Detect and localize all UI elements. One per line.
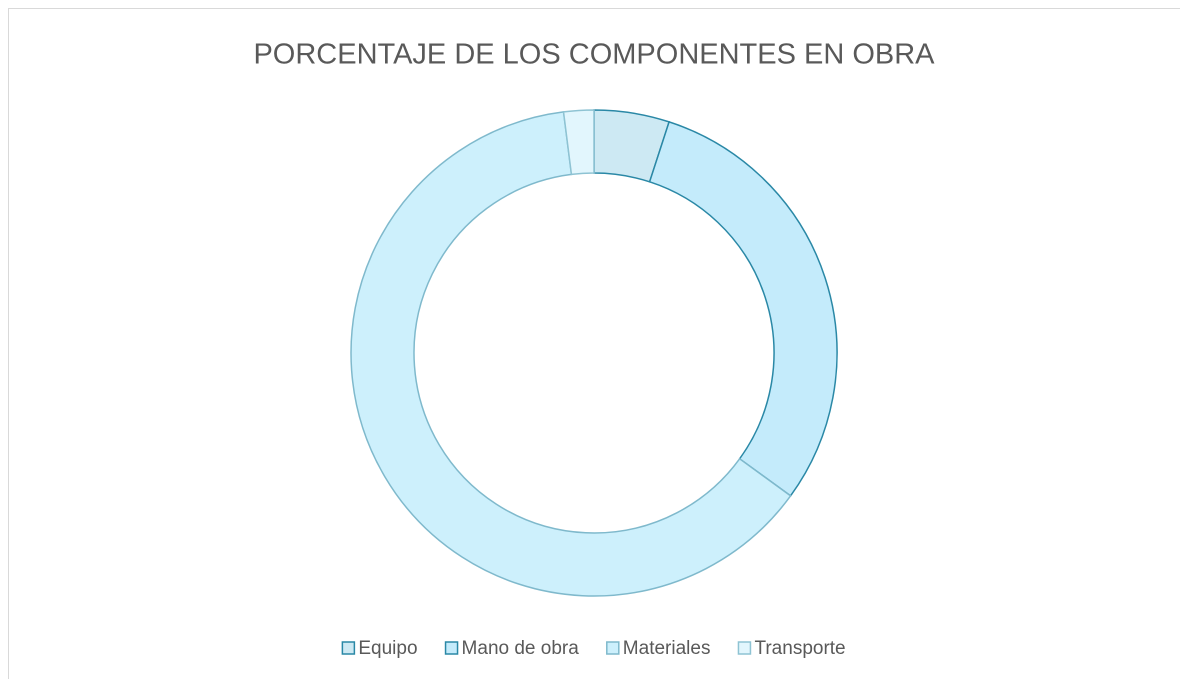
legend-label: Transporte [754, 638, 845, 659]
legend-label: Equipo [358, 638, 417, 659]
donut-segment [648, 120, 838, 497]
donut-segment [562, 109, 595, 176]
legend-swatch [737, 641, 752, 655]
legend-swatch [444, 641, 459, 655]
legend-swatch [341, 641, 356, 655]
chart-title: PORCENTAJE DE LOS COMPONENTES EN OBRA [253, 39, 935, 71]
legend-label: Materiales [623, 638, 711, 659]
donut-segment [350, 111, 792, 597]
legend-swatch [606, 641, 620, 655]
legend-label: Mano de obra [462, 638, 580, 659]
